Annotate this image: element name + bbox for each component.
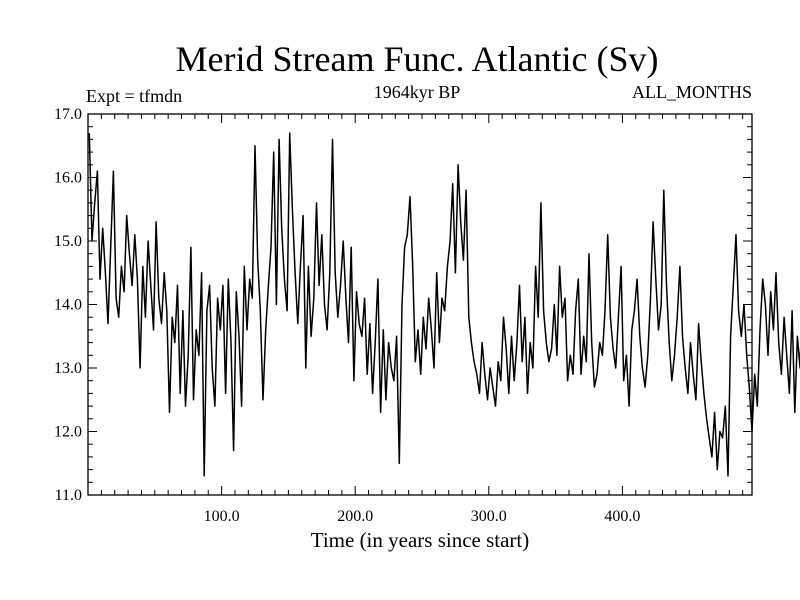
chart-title: Merid Stream Func. Atlantic (Sv)	[175, 39, 659, 79]
y-tick-label: 11.0	[55, 487, 82, 504]
x-tick-label: 400.0	[604, 508, 640, 525]
experiment-label: Expt = tfmdn	[86, 86, 183, 106]
y-tick-label: 13.0	[54, 360, 82, 377]
plot-frame	[87, 113, 753, 496]
x-tick-label: 100.0	[204, 508, 240, 525]
x-tick-label: 300.0	[471, 508, 507, 525]
ticks-layer: 11.0 12.0 13.0 14.0 15.0 16.0 17.0 100.0 200.0 30…	[54, 106, 752, 525]
y-tick-label: 17.0	[54, 106, 82, 123]
y-tick-label: 12.0	[54, 424, 82, 441]
series-layer	[88, 132, 800, 477]
y-tick-label: 14.0	[54, 297, 82, 314]
y-tick-label: 16.0	[54, 170, 82, 187]
x-axis-title: Time (in years since start)	[310, 528, 530, 552]
period-label: 1964kyr BP	[373, 82, 461, 102]
y-tick-label: 15.0	[54, 233, 82, 250]
x-tick-label: 200.0	[337, 508, 373, 525]
series-line	[88, 132, 800, 477]
months-label: ALL_MONTHS	[632, 82, 752, 102]
